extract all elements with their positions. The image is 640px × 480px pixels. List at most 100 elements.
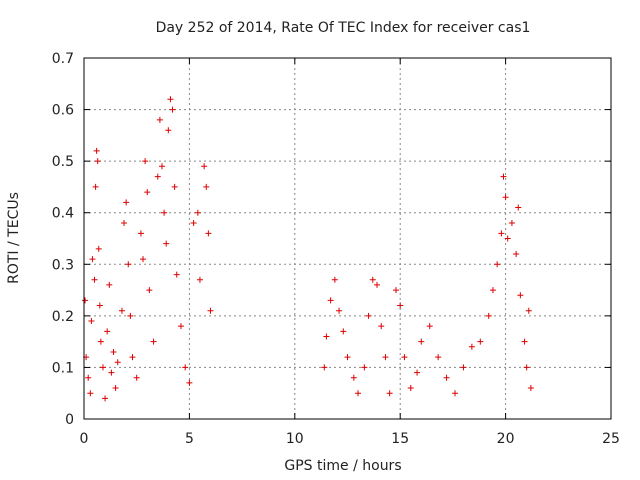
data-point: [397, 302, 404, 309]
data-point: [203, 183, 210, 190]
y-tick-label: 0.2: [52, 309, 74, 325]
data-point: [104, 328, 111, 335]
data-point: [96, 302, 103, 309]
y-tick-label: 0.3: [52, 257, 74, 273]
grid-lines: [84, 58, 611, 419]
data-point: [523, 364, 530, 371]
data-point: [407, 385, 414, 392]
data-point: [207, 307, 214, 314]
data-point: [140, 256, 147, 263]
data-point: [118, 307, 125, 314]
data-point: [374, 281, 381, 288]
data-point: [321, 364, 328, 371]
data-point: [91, 276, 98, 283]
data-point: [452, 390, 459, 397]
data-point: [205, 230, 212, 237]
data-point: [99, 364, 106, 371]
data-point: [169, 106, 176, 113]
data-point: [158, 163, 165, 170]
data-point: [196, 276, 203, 283]
data-point: [171, 183, 178, 190]
y-tick-label: 0.1: [52, 360, 74, 376]
data-point: [108, 369, 115, 376]
y-tick-label: 0.6: [52, 103, 74, 119]
axis-ticks: [83, 57, 612, 420]
y-tick-label: 0: [65, 412, 74, 428]
data-point: [177, 323, 184, 330]
data-point: [150, 338, 157, 345]
y-tick-label: 0.5: [52, 154, 74, 170]
data-point: [350, 374, 357, 381]
data-point: [344, 354, 351, 361]
data-point: [97, 338, 104, 345]
data-point: [146, 287, 153, 294]
data-point: [88, 318, 95, 325]
y-tick-label: 0.4: [52, 206, 74, 222]
data-point: [110, 348, 117, 355]
data-point: [127, 312, 134, 319]
data-point: [93, 147, 100, 154]
x-tick-label: 5: [185, 431, 194, 447]
data-point: [443, 374, 450, 381]
data-point: [133, 374, 140, 381]
data-point: [165, 127, 172, 134]
data-point: [112, 385, 119, 392]
data-point: [137, 230, 144, 237]
x-tick-label: 10: [286, 431, 304, 447]
tick-labels: 0 5 10 15 20 25 0 0.1 0.2 0.3 0.4 0.5 0.6 0.7: [52, 51, 620, 447]
x-tick-label: 20: [497, 431, 515, 447]
data-point: [173, 271, 180, 278]
data-point: [163, 240, 170, 247]
data-point: [426, 323, 433, 330]
data-point: [515, 204, 522, 211]
data-point: [508, 220, 515, 227]
data-point: [418, 338, 425, 345]
data-point: [182, 364, 189, 371]
data-points: [82, 96, 534, 402]
data-point: [106, 281, 113, 288]
data-point: [392, 287, 399, 294]
data-point: [504, 235, 511, 242]
data-point: [401, 354, 408, 361]
data-point: [167, 96, 174, 103]
y-tick-label: 0.7: [52, 51, 74, 67]
data-point: [331, 276, 338, 283]
data-point: [369, 276, 376, 283]
data-point: [517, 292, 524, 299]
data-point: [502, 194, 509, 201]
data-point: [340, 328, 347, 335]
x-tick-label: 15: [391, 431, 409, 447]
data-point: [156, 116, 163, 123]
data-point: [365, 312, 372, 319]
data-point: [89, 256, 96, 263]
data-point: [121, 220, 128, 227]
data-point: [201, 163, 208, 170]
data-point: [94, 158, 101, 165]
data-point: [125, 261, 132, 268]
data-point: [361, 364, 368, 371]
chart-title: Day 252 of 2014, Rate Of TEC Index for r…: [156, 20, 531, 36]
data-point: [123, 199, 130, 206]
data-point: [525, 307, 532, 314]
data-point: [336, 307, 343, 314]
data-point: [468, 343, 475, 350]
data-point: [114, 359, 121, 366]
data-point: [144, 189, 151, 196]
x-axis-label: GPS time / hours: [284, 458, 401, 474]
data-point: [382, 354, 389, 361]
data-point: [186, 379, 193, 386]
data-point: [142, 158, 149, 165]
data-point: [154, 173, 161, 180]
data-point: [161, 209, 168, 216]
x-tick-label: 0: [80, 431, 89, 447]
data-point: [414, 369, 421, 376]
data-point: [485, 312, 492, 319]
data-point: [435, 354, 442, 361]
data-point: [477, 338, 484, 345]
data-point: [95, 245, 102, 252]
data-point: [85, 374, 92, 381]
data-point: [460, 364, 467, 371]
x-tick-label: 25: [602, 431, 620, 447]
data-point: [327, 297, 334, 304]
